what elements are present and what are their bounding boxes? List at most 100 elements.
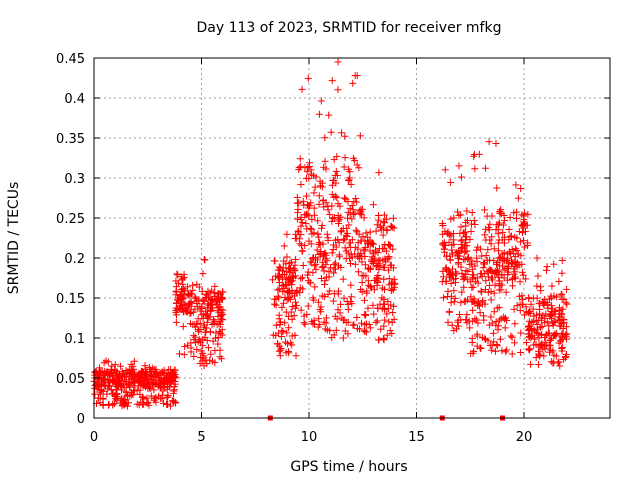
data-point <box>300 201 308 209</box>
data-point <box>305 175 313 183</box>
data-point <box>468 209 476 217</box>
data-point <box>315 200 323 208</box>
data-point <box>460 283 468 291</box>
data-point <box>113 368 121 376</box>
data-point <box>441 166 449 174</box>
data-point <box>272 272 280 280</box>
data-point <box>214 312 222 320</box>
data-point <box>330 214 338 222</box>
data-point <box>387 287 395 295</box>
data-point <box>163 369 171 377</box>
data-point <box>461 274 469 282</box>
data-point <box>542 310 550 318</box>
data-point <box>326 287 334 295</box>
data-point <box>141 362 149 370</box>
data-point <box>138 371 146 379</box>
x-tick-label: 15 <box>408 430 425 445</box>
data-point <box>505 268 513 276</box>
data-point <box>173 300 181 308</box>
data-point <box>495 303 503 311</box>
data-point <box>383 227 391 235</box>
data-points <box>90 58 571 410</box>
data-point <box>353 313 361 321</box>
data-point <box>338 129 346 137</box>
data-point <box>209 316 217 324</box>
data-point <box>500 249 508 257</box>
data-point <box>208 357 216 365</box>
data-point <box>503 346 511 354</box>
data-point <box>282 349 290 357</box>
data-point <box>312 173 320 181</box>
data-point <box>311 283 319 291</box>
data-point <box>317 247 325 255</box>
data-point <box>460 297 468 305</box>
data-point <box>285 268 293 276</box>
data-point <box>520 311 528 319</box>
data-point <box>103 390 111 398</box>
data-point <box>335 251 343 259</box>
data-point <box>535 350 543 358</box>
data-point <box>193 280 201 288</box>
data-point <box>508 333 516 341</box>
data-point <box>199 270 207 278</box>
data-point <box>488 346 496 354</box>
data-point <box>510 209 518 217</box>
data-point <box>193 346 201 354</box>
data-point <box>560 355 568 363</box>
data-point <box>319 240 327 248</box>
data-point <box>100 359 108 367</box>
data-point <box>159 378 167 386</box>
data-point <box>269 276 277 284</box>
data-point <box>469 306 477 314</box>
data-point <box>297 216 305 224</box>
data-point <box>495 219 503 227</box>
data-point <box>320 203 328 211</box>
data-point <box>285 312 293 320</box>
data-point <box>280 299 288 307</box>
y-tick-label: 0.15 <box>56 292 85 307</box>
data-point <box>276 346 284 354</box>
data-point <box>370 258 378 266</box>
data-point <box>352 226 360 234</box>
data-point <box>450 287 458 295</box>
data-point <box>111 361 119 369</box>
data-point <box>507 232 515 240</box>
data-point <box>308 258 316 266</box>
data-point <box>382 247 390 255</box>
data-point <box>360 247 368 255</box>
data-point <box>447 179 455 187</box>
data-point <box>495 254 503 262</box>
data-point <box>318 221 326 229</box>
data-point <box>174 271 182 279</box>
data-point <box>107 386 115 394</box>
data-point <box>370 249 378 257</box>
data-point <box>216 317 224 325</box>
data-point <box>380 304 388 312</box>
data-point <box>304 74 312 82</box>
data-point <box>306 279 314 287</box>
data-point <box>283 329 291 337</box>
data-point <box>346 174 354 182</box>
y-tick-label: 0.3 <box>64 172 85 187</box>
data-point <box>483 268 491 276</box>
data-point <box>330 156 338 164</box>
data-point <box>195 327 203 335</box>
data-point <box>445 231 453 239</box>
data-point <box>345 239 353 247</box>
data-point <box>315 315 323 323</box>
data-point <box>527 300 535 308</box>
data-point <box>557 309 565 317</box>
data-point <box>471 221 479 229</box>
data-point <box>379 231 387 239</box>
data-point <box>388 330 396 338</box>
data-point <box>356 132 364 140</box>
data-point <box>535 316 543 324</box>
data-point <box>133 400 141 408</box>
data-point <box>531 335 539 343</box>
data-point <box>308 215 316 223</box>
data-point <box>361 237 369 245</box>
data-point <box>529 317 537 325</box>
data-point <box>555 358 563 366</box>
data-point <box>210 320 218 328</box>
data-point <box>332 167 340 175</box>
